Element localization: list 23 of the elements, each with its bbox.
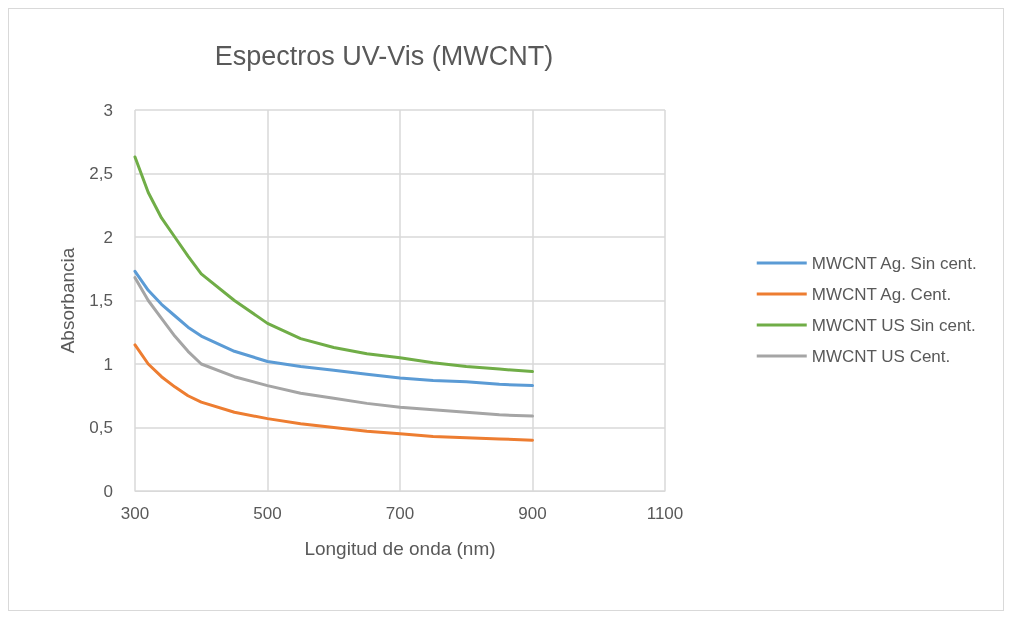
- line-series: [133, 269, 534, 388]
- line-series: [133, 155, 534, 374]
- x-axis-title: Longitud de onda (nm): [304, 538, 496, 559]
- line-series: [133, 343, 534, 442]
- legend-label: MWCNT Ag. Cent.: [811, 284, 952, 304]
- y-tick-label: 3: [103, 100, 113, 120]
- y-axis-title: Absorbancia: [57, 247, 78, 354]
- x-tick-label: 700: [385, 504, 415, 523]
- legend-label: MWCNT US Sin cent.: [811, 315, 976, 335]
- legend-label: MWCNT Ag. Sin cent.: [811, 253, 977, 273]
- x-tick-label: 300: [120, 504, 150, 523]
- y-tick-label: 0: [103, 481, 113, 501]
- x-tick-label: 500: [253, 504, 282, 523]
- x-tick-label: 1100: [646, 504, 684, 523]
- y-tick-label: 1,5: [89, 291, 113, 310]
- y-tick-label: 2: [103, 227, 113, 247]
- chart-title: Espectros UV-Vis (MWCNT): [214, 40, 554, 71]
- y-tick-label: 0,5: [89, 418, 113, 437]
- y-tick-label: 1: [103, 354, 113, 374]
- y-tick-label: 2,5: [89, 164, 113, 183]
- x-tick-label: 900: [518, 504, 547, 523]
- line-series: [133, 276, 534, 418]
- legend-label: MWCNT US Cent.: [811, 346, 951, 366]
